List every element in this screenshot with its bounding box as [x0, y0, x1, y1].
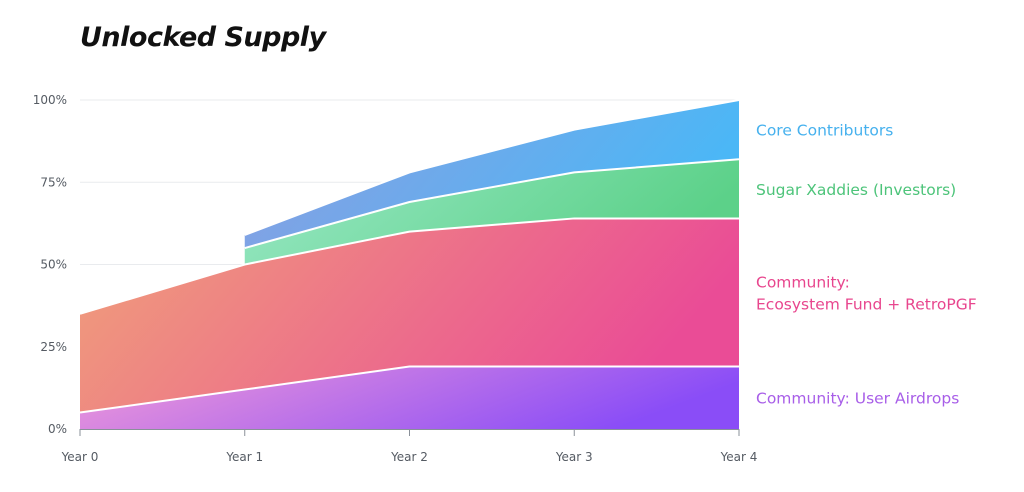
area-edge-1 [79, 217, 739, 315]
area-edges [79, 99, 740, 414]
series-label-3: Core Contributors [756, 122, 893, 140]
series-label-2: Sugar Xaddies (Investors) [756, 181, 956, 199]
y-tick-label: 75% [40, 175, 67, 189]
x-tick-label: Year 2 [390, 450, 428, 464]
series-label-0: Community: User Airdrops [756, 390, 959, 408]
y-axis-tick-labels: 0% 25% 50% 75% 100% [33, 93, 67, 436]
area-series-3 [244, 100, 739, 249]
series-label-1: Community: Ecosystem Fund + RetroPGF [756, 273, 977, 313]
y-tick-label: 50% [40, 258, 67, 272]
chart-title: Unlocked Supply [80, 22, 326, 53]
area-series-2 [244, 159, 739, 265]
y-tick-label: 25% [40, 340, 67, 354]
area-series-0 [80, 366, 739, 429]
x-tick-label: Year 0 [61, 450, 99, 464]
area-edge-3 [244, 99, 740, 236]
x-tick-label: Year 3 [555, 450, 593, 464]
area-edge-0 [79, 365, 739, 414]
y-tick-label: 100% [33, 93, 67, 107]
area-edge-2 [244, 158, 740, 250]
y-tick-label: 0% [48, 422, 67, 436]
x-axis-tick-labels: Year 0 Year 1 Year 2 Year 3 Year 4 [61, 450, 758, 464]
area-series [80, 100, 739, 429]
area-series-1 [80, 218, 739, 413]
series-labels: Community: User Airdrops Community: Ecosys… [756, 122, 977, 408]
x-axis [79, 429, 740, 436]
x-tick-label: Year 4 [720, 450, 758, 464]
x-tick-label: Year 1 [225, 450, 263, 464]
